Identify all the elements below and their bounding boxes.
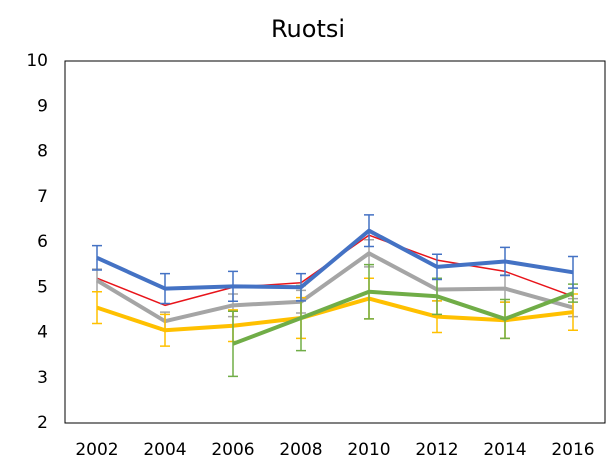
x-tick-label: 2004 [143, 440, 186, 460]
y-tick-label: 6 [37, 232, 48, 252]
y-tick-label: 2 [37, 413, 48, 433]
series-line [96, 228, 574, 291]
plot-frame [64, 60, 606, 424]
y-tick-label: 10 [26, 51, 48, 71]
y-tick-label: 5 [37, 277, 48, 297]
x-tick-label: 2002 [75, 440, 118, 460]
y-tick-label: 4 [37, 323, 48, 343]
x-tick-label: 2010 [347, 440, 390, 460]
y-tick-label: 7 [37, 187, 48, 207]
series-line [96, 296, 574, 333]
chart-title: Ruotsi [271, 15, 345, 43]
series-line [95, 251, 574, 324]
series-line [96, 234, 574, 307]
x-tick-label: 2012 [415, 440, 458, 460]
y-tick-label: 9 [37, 96, 48, 116]
y-tick-label: 3 [37, 368, 48, 388]
series-line [232, 289, 574, 346]
x-tick-label: 2006 [211, 440, 254, 460]
x-tick-label: 2016 [551, 440, 594, 460]
x-tick-label: 2008 [279, 440, 322, 460]
y-tick-label: 8 [37, 142, 48, 162]
x-tick-label: 2014 [483, 440, 526, 460]
